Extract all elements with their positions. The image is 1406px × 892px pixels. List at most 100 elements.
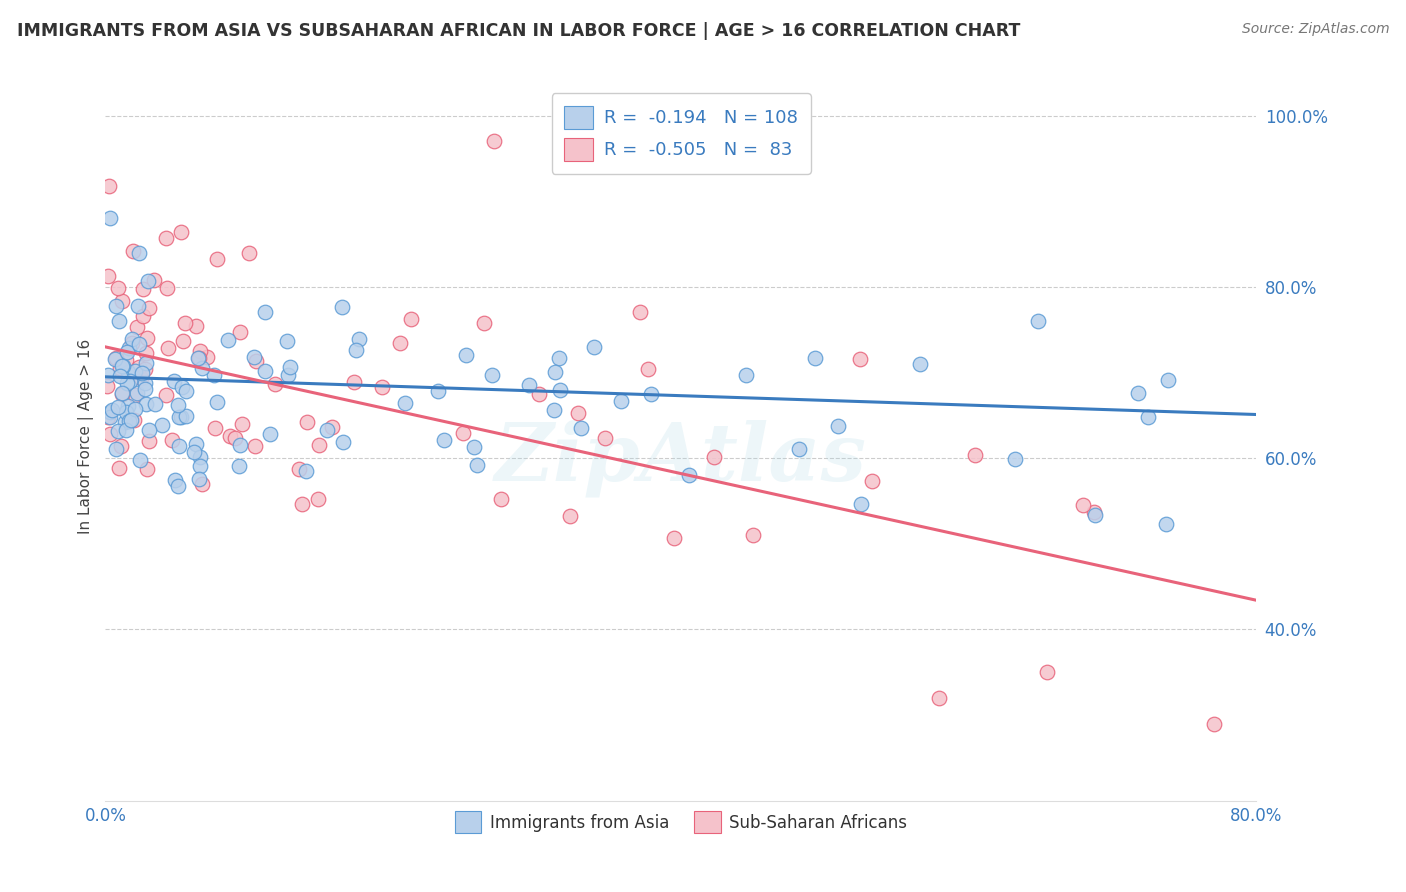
Point [98, 405, 121, 419]
Point [188, 459, 211, 474]
Point [1083, 505, 1105, 519]
Point [174, 409, 197, 424]
Point [202, 368, 225, 382]
Y-axis label: In Labor Force | Age > 16: In Labor Force | Age > 16 [79, 339, 94, 534]
Text: ZipAtlas: ZipAtlas [495, 420, 868, 498]
Point [567, 406, 589, 420]
Point [259, 426, 281, 441]
Point [183, 445, 205, 459]
Point [489, 492, 512, 507]
Point [207, 252, 229, 266]
Point [231, 417, 253, 431]
Point [849, 497, 872, 511]
Point [472, 316, 495, 330]
Point [118, 374, 141, 388]
Point [1004, 451, 1026, 466]
Point [253, 364, 276, 378]
Point [105, 442, 128, 456]
Point [104, 351, 127, 366]
Text: IMMIGRANTS FROM ASIA VS SUBSAHARAN AFRICAN IN LABOR FORCE | AGE > 16 CORRELATION: IMMIGRANTS FROM ASIA VS SUBSAHARAN AFRIC… [17, 22, 1021, 40]
Point [143, 273, 166, 287]
Point [243, 351, 266, 365]
Point [155, 230, 177, 244]
Point [371, 380, 394, 394]
Point [307, 491, 329, 506]
Point [101, 402, 124, 417]
Point [191, 476, 214, 491]
Text: Source: ZipAtlas.com: Source: ZipAtlas.com [1241, 22, 1389, 37]
Point [121, 336, 143, 351]
Point [388, 336, 411, 351]
Point [115, 424, 138, 438]
Point [129, 370, 152, 384]
Point [1154, 516, 1177, 531]
Point [548, 383, 571, 397]
Point [1071, 498, 1094, 512]
Point [167, 478, 190, 492]
Point [129, 452, 152, 467]
Point [114, 405, 136, 419]
Point [1157, 373, 1180, 387]
Point [184, 437, 207, 451]
Point [167, 398, 190, 412]
Point [583, 340, 606, 354]
Point [734, 368, 756, 383]
Point [1084, 508, 1107, 522]
Point [571, 421, 593, 435]
Point [98, 178, 121, 193]
Point [527, 387, 550, 401]
Point [136, 274, 159, 288]
Point [122, 413, 145, 427]
Point [174, 316, 197, 330]
Point [276, 334, 298, 349]
Point [170, 409, 193, 424]
Point [134, 362, 156, 376]
Point [963, 448, 986, 462]
Point [482, 135, 505, 149]
Point [288, 462, 311, 476]
Point [128, 245, 150, 260]
Point [131, 366, 153, 380]
Legend: Immigrants from Asia, Sub-Saharan Africans: Immigrants from Asia, Sub-Saharan Africa… [449, 805, 914, 839]
Point [217, 334, 239, 348]
Point [128, 336, 150, 351]
Point [118, 341, 141, 355]
Point [107, 424, 129, 438]
Point [155, 387, 177, 401]
Point [188, 344, 211, 359]
Point [188, 450, 211, 464]
Point [121, 332, 143, 346]
Point [593, 431, 616, 445]
Point [138, 423, 160, 437]
Point [108, 313, 131, 327]
Point [135, 345, 157, 359]
Point [253, 304, 276, 318]
Point [172, 334, 194, 348]
Point [97, 368, 120, 382]
Point [394, 396, 416, 410]
Point [136, 462, 159, 476]
Point [399, 311, 422, 326]
Point [481, 368, 503, 382]
Point [96, 379, 118, 393]
Point [110, 440, 132, 454]
Point [107, 281, 129, 295]
Point [229, 438, 252, 452]
Point [111, 359, 134, 373]
Point [1137, 410, 1160, 425]
Point [280, 359, 302, 374]
Point [426, 384, 449, 398]
Point [187, 351, 209, 365]
Point [98, 409, 121, 424]
Point [640, 387, 662, 401]
Point [104, 299, 127, 313]
Point [134, 382, 156, 396]
Point [134, 376, 156, 390]
Point [191, 361, 214, 376]
Point [114, 415, 136, 429]
Point [118, 414, 141, 428]
Point [127, 299, 149, 313]
Point [908, 357, 931, 371]
Point [860, 475, 883, 489]
Point [544, 365, 567, 379]
